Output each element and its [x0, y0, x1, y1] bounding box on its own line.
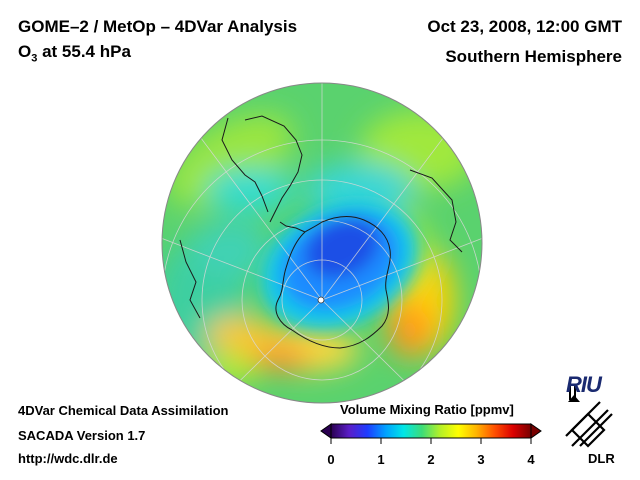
map-subtitle: O3 at 55.4 hPa — [18, 42, 131, 64]
south-america-west-coast — [221, 117, 269, 213]
ozone-hole — [261, 200, 419, 330]
subtitle-subscript: 3 — [31, 52, 38, 65]
colorbar-tick-label: 2 — [427, 452, 435, 467]
antarctica-coast — [275, 215, 391, 349]
antarctic-peninsula — [279, 221, 306, 233]
colorbar-tick-label: 0 — [327, 452, 335, 467]
globe — [162, 83, 482, 403]
footer-line1: 4DVar Chemical Data Assimilation — [18, 403, 229, 418]
colorbar-tick-label: 1 — [377, 452, 385, 467]
dlr-logo-mark — [565, 401, 613, 448]
globe-outline — [161, 82, 483, 404]
colorbar-bar — [330, 423, 532, 439]
colorbar-tick-label: 4 — [527, 452, 535, 467]
map-date: Oct 23, 2008, 12:00 GMT — [427, 17, 622, 36]
dlr-logo: DLR — [588, 451, 615, 466]
subtitle-rest: at 55.4 hPa — [37, 42, 131, 61]
ozone-field — [162, 110, 480, 384]
colorbar-title: Volume Mixing Ratio [ppmv] — [340, 402, 514, 417]
riu-logo-mark — [568, 378, 580, 402]
colorbar — [320, 423, 542, 444]
riu-logo: RIU — [566, 372, 602, 397]
subtitle-prefix: O — [18, 42, 32, 61]
colorbar-low-arrow — [320, 423, 332, 439]
africa-coast — [409, 169, 463, 253]
graticule — [162, 83, 482, 403]
coastlines — [179, 115, 463, 349]
map-region: Southern Hemisphere — [445, 47, 622, 66]
footer-line3: http://wdc.dlr.de — [18, 451, 118, 466]
colorbar-high-arrow — [530, 423, 542, 439]
map-title: GOME–2 / MetOp – 4DVar Analysis — [18, 17, 298, 36]
south-pole-marker — [317, 296, 325, 304]
south-america-coast — [244, 115, 303, 223]
australia-coast — [179, 239, 201, 319]
colorbar-tick-label: 3 — [477, 452, 485, 467]
footer-line2: SACADA Version 1.7 — [18, 428, 146, 443]
